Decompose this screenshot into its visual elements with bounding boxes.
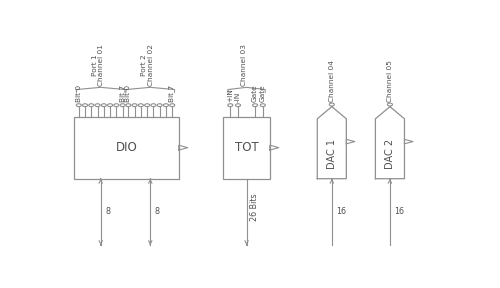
Text: -IN: -IN	[235, 92, 241, 103]
Text: Channel 03: Channel 03	[241, 44, 247, 86]
Bar	[224, 117, 270, 179]
Text: DIO: DIO	[116, 141, 138, 154]
Text: Bit 7: Bit 7	[169, 85, 175, 102]
Text: Port 2
Channel 02: Port 2 Channel 02	[142, 44, 154, 86]
Text: Bit 0: Bit 0	[126, 85, 132, 102]
Text: DAC 2: DAC 2	[385, 139, 395, 168]
Text: +IN: +IN	[228, 89, 234, 103]
Text: 8: 8	[106, 207, 110, 217]
Text: 16: 16	[394, 207, 404, 217]
Text: 16: 16	[336, 207, 346, 217]
Text: TOT: TOT	[234, 141, 258, 154]
Text: Channel 04: Channel 04	[329, 60, 335, 102]
Text: Gate: Gate	[252, 85, 258, 103]
Text: 8: 8	[155, 207, 160, 217]
Text: Channel 05: Channel 05	[387, 60, 393, 102]
Text: 26 Bits: 26 Bits	[250, 194, 260, 221]
Text: Bit 0: Bit 0	[76, 85, 82, 102]
Text: DAC 1: DAC 1	[327, 139, 337, 168]
Text: Gate: Gate	[260, 85, 266, 103]
Bar	[74, 117, 179, 179]
Text: Port 1
Channel 01: Port 1 Channel 01	[92, 44, 104, 86]
Text: Bit 7: Bit 7	[120, 85, 126, 102]
